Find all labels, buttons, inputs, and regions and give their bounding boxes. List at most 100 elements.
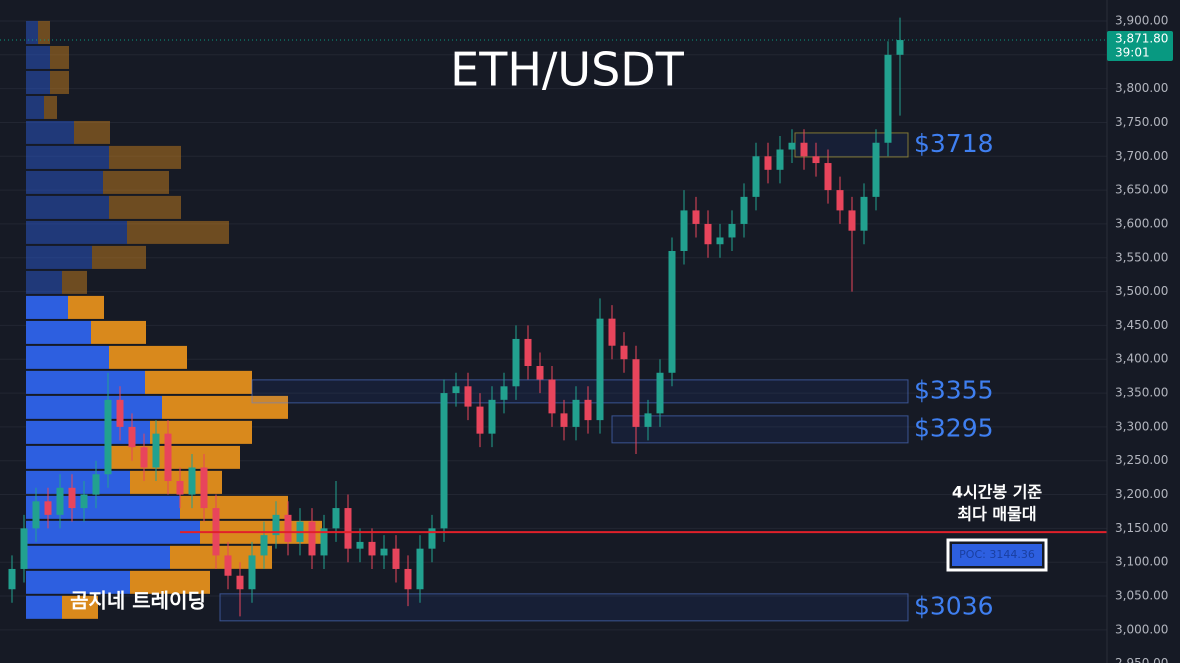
candle-body <box>896 40 904 55</box>
candle-body <box>776 149 784 170</box>
candle-body <box>284 514 292 542</box>
y-tick-label: 3,200.00 <box>1115 487 1168 501</box>
profile-sell <box>110 445 240 469</box>
y-tick-label: 3,500.00 <box>1115 284 1168 298</box>
candle-body <box>560 413 568 427</box>
candle-body <box>236 575 244 590</box>
candle-body <box>476 406 484 434</box>
candle-body <box>464 386 472 407</box>
annotation: 최다 매물대 <box>957 505 1036 524</box>
profile-buy <box>26 595 62 619</box>
profile-sell <box>145 370 252 394</box>
watermark: 곰지네 트레이딩 <box>70 589 206 613</box>
candle-body <box>200 467 208 509</box>
y-tick-label: 3,150.00 <box>1115 521 1168 535</box>
profile-buy <box>26 470 130 494</box>
profile-sell <box>44 95 57 119</box>
profile-buy <box>26 345 109 369</box>
candle-body <box>884 54 892 143</box>
candle-body <box>92 474 100 495</box>
profile-sell <box>150 420 252 444</box>
profile-sell <box>74 120 110 144</box>
y-tick-label: 3,900.00 <box>1115 13 1168 27</box>
candle-body <box>716 237 724 245</box>
candle-body <box>104 399 112 475</box>
y-tick-label: 3,050.00 <box>1115 589 1168 603</box>
profile-buy <box>26 445 110 469</box>
profile-buy <box>26 120 74 144</box>
profile-sell <box>162 395 288 419</box>
profile-sell <box>103 170 169 194</box>
candle-body <box>260 535 268 556</box>
candle-body <box>824 163 832 191</box>
candle-body <box>572 399 580 427</box>
profile-sell <box>109 195 181 219</box>
candle-body <box>692 210 700 224</box>
candle-body <box>56 487 64 515</box>
candle-body <box>32 501 40 529</box>
chart-title: ETH/USDT <box>450 43 685 97</box>
y-tick-label: 3,800.00 <box>1115 81 1168 95</box>
candle-body <box>440 393 448 529</box>
profile-buy <box>26 545 170 569</box>
candle-body <box>140 447 148 468</box>
candle-body <box>380 548 388 556</box>
profile-buy <box>26 245 92 269</box>
y-tick-label: 3,450.00 <box>1115 318 1168 332</box>
candle-body <box>536 366 544 380</box>
candle-body <box>512 338 520 387</box>
candle-body <box>668 250 676 373</box>
candle-body <box>584 399 592 421</box>
annotation: 4시간봉 기준 <box>952 483 1043 502</box>
y-tick-label: 3,250.00 <box>1115 453 1168 467</box>
profile-buy <box>26 570 130 594</box>
candle-body <box>8 568 16 590</box>
candle-body <box>596 318 604 421</box>
candle-body <box>308 521 316 556</box>
y-tick-label: 3,750.00 <box>1115 115 1168 129</box>
candle-body <box>20 528 28 569</box>
candle-body <box>704 223 712 245</box>
profile-buy <box>26 495 180 519</box>
profile-sell <box>91 320 146 344</box>
y-tick-label: 3,000.00 <box>1115 622 1168 636</box>
y-tick-label: 2,950.00 <box>1115 656 1168 663</box>
candle-body <box>80 494 88 509</box>
candle-body <box>368 541 376 556</box>
profile-buy <box>26 45 50 69</box>
profile-buy <box>26 20 38 44</box>
zone-label: $3355 <box>914 375 994 404</box>
candle-body <box>248 555 256 590</box>
y-tick-label: 3,650.00 <box>1115 183 1168 197</box>
candle-body <box>620 345 628 360</box>
zone <box>251 379 909 404</box>
candle-body <box>488 399 496 434</box>
profile-sell <box>50 45 69 69</box>
candle-body <box>872 142 880 197</box>
poc-label: POC: 3144.36 <box>959 548 1035 561</box>
candle-body <box>152 433 160 468</box>
candle-body <box>416 548 424 590</box>
profile-sell <box>109 145 181 169</box>
profile-buy <box>26 70 50 94</box>
poc-fill <box>952 544 1042 566</box>
candle-body <box>164 433 172 482</box>
zone-label: $3036 <box>914 591 994 620</box>
profile-sell <box>38 20 50 44</box>
candle-body <box>800 142 808 157</box>
y-tick-label: 3,550.00 <box>1115 250 1168 264</box>
candle-body <box>752 156 760 197</box>
candle-body <box>116 399 124 427</box>
y-tick-label: 3,700.00 <box>1115 149 1168 163</box>
profile-buy <box>26 520 200 544</box>
y-tick-label: 3,350.00 <box>1115 386 1168 400</box>
candle-body <box>452 386 460 394</box>
profile-buy <box>26 95 44 119</box>
candle-body <box>176 481 184 495</box>
y-tick-label: 3,600.00 <box>1115 216 1168 230</box>
timer: 39:01 <box>1115 46 1150 60</box>
profile-buy <box>26 220 127 244</box>
profile-sell <box>92 245 146 269</box>
y-tick-label: 3,100.00 <box>1115 555 1168 569</box>
profile-sell <box>130 470 222 494</box>
